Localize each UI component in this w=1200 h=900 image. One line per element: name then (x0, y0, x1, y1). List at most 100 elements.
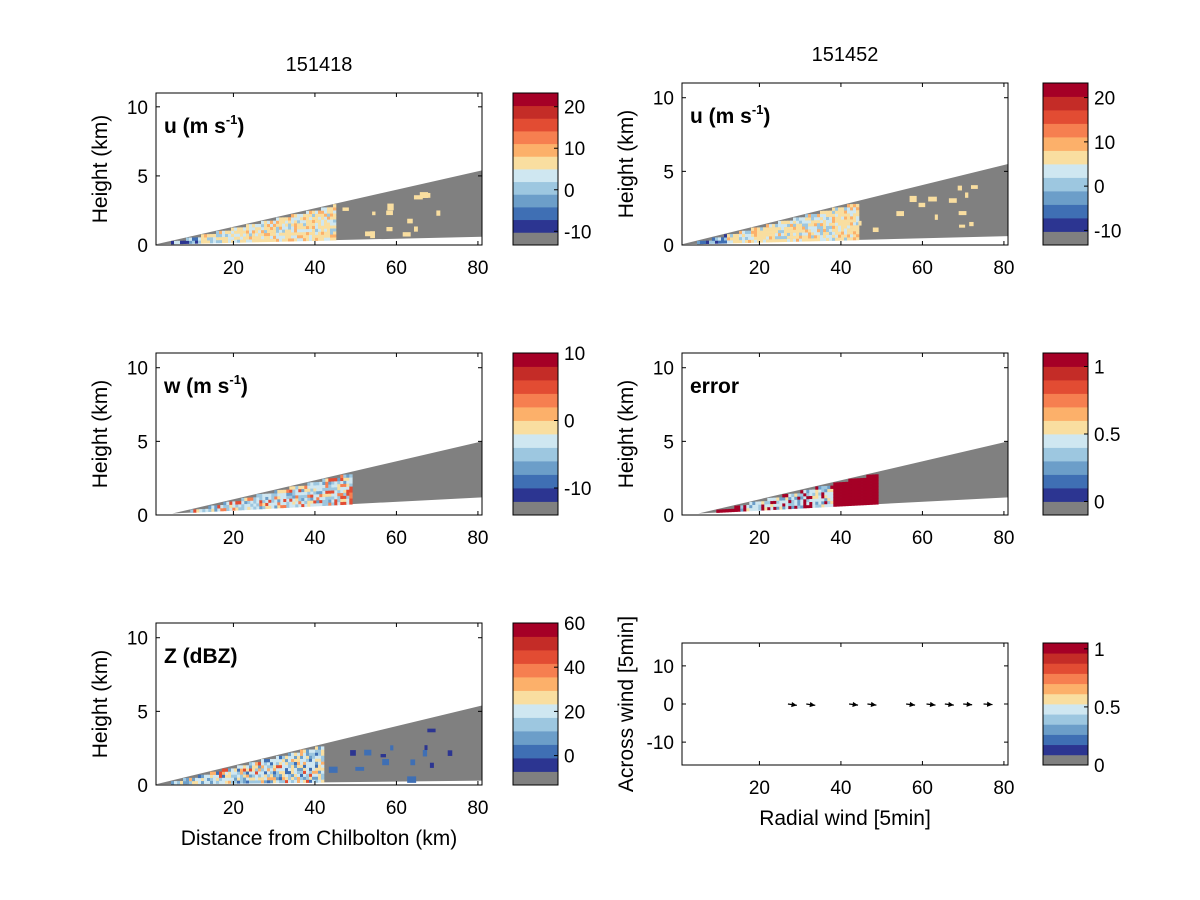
data-cell (799, 223, 803, 227)
data-cell (321, 225, 325, 229)
data-cell (787, 220, 791, 224)
data-cell (291, 755, 295, 760)
colorbar-frame (512, 622, 559, 786)
data-cell (285, 238, 289, 242)
data-cell (300, 773, 304, 777)
data-cell (228, 771, 232, 775)
colorbar-tick-label: 0 (1094, 177, 1105, 198)
data-cell (273, 238, 277, 242)
data-cell (700, 240, 704, 245)
data-cell (857, 481, 861, 485)
data-cell (839, 485, 843, 489)
data-cell (413, 195, 423, 200)
data-cell (318, 234, 322, 238)
colorbar-segment (1043, 420, 1088, 435)
data-cell (303, 761, 307, 765)
data-cell (805, 214, 809, 218)
data-cell (256, 500, 260, 504)
data-cell (294, 758, 298, 763)
panel-label-sup: -1 (229, 372, 241, 387)
data-cell (267, 226, 271, 231)
colorbar-segment (513, 366, 558, 381)
data-cell (833, 482, 837, 486)
data-cell (841, 210, 845, 214)
data-cell (240, 774, 244, 778)
data-cell (219, 233, 223, 238)
data-cell (812, 498, 816, 502)
data-cell (310, 503, 314, 507)
data-cell (246, 771, 250, 775)
data-cell (306, 222, 310, 227)
data-cell (809, 501, 813, 506)
data-cell (294, 238, 298, 242)
colorbar-tick-label: 20 (564, 98, 585, 119)
data-cell (853, 210, 857, 214)
data-cell (279, 770, 283, 775)
data-cell (315, 225, 319, 229)
data-cell (836, 482, 840, 486)
data-cell (869, 486, 873, 490)
data-cell (282, 755, 286, 760)
data-cell (313, 485, 317, 489)
colorbar-segment (1043, 434, 1088, 448)
data-cell (346, 483, 350, 487)
data-cell (285, 758, 289, 763)
data-cell (285, 776, 289, 781)
colorbar-segment (513, 143, 558, 157)
data-cell (283, 504, 287, 509)
data-cell (851, 478, 855, 482)
data-cell (845, 496, 849, 501)
colorbar-segment (513, 407, 558, 421)
data-cell (243, 771, 247, 775)
data-cell (295, 492, 299, 496)
data-cell (346, 474, 350, 478)
data-cell (769, 230, 773, 234)
data-cell (769, 236, 773, 240)
data-cell (277, 499, 281, 503)
data-cell (291, 226, 295, 230)
data-cell (276, 773, 280, 778)
data-cell (279, 217, 283, 221)
colorbar-segment (1043, 673, 1088, 685)
data-cell (814, 234, 818, 239)
data-cell (249, 771, 253, 775)
data-cell (805, 217, 809, 221)
data-cell (823, 222, 827, 227)
data-cell (304, 497, 308, 501)
data-cell (823, 210, 827, 215)
data-cell (875, 474, 879, 478)
data-cell (779, 500, 783, 504)
data-cell (856, 203, 860, 208)
x-tick-label: 60 (912, 528, 933, 549)
data-cell (283, 501, 287, 506)
data-cell (806, 504, 810, 509)
data-cell (349, 486, 353, 490)
data-cell (754, 233, 758, 237)
data-cell (207, 780, 211, 784)
data-cell (734, 508, 738, 512)
data-cell (808, 226, 812, 230)
data-cell (300, 776, 304, 780)
data-cell (827, 497, 831, 502)
data-cell (773, 503, 777, 507)
data-cell (796, 235, 800, 239)
data-cell (199, 509, 203, 513)
data-cell (751, 239, 755, 243)
data-cell (748, 236, 752, 240)
panel-label-text: Z (dBZ) (164, 645, 237, 668)
y-tick-label: 0 (663, 695, 674, 716)
data-cell (265, 505, 269, 509)
data-cell (276, 755, 280, 760)
data-cell (301, 488, 305, 493)
data-cell (948, 198, 957, 203)
data-cell (210, 771, 214, 775)
data-cell (715, 240, 719, 244)
data-cell (829, 216, 833, 220)
data-cell (279, 761, 283, 766)
data-cell (334, 502, 338, 506)
data-cell (210, 240, 214, 244)
data-cell (847, 219, 851, 223)
data-cell (279, 779, 283, 784)
data-cell (277, 496, 281, 500)
data-cell (776, 500, 780, 504)
